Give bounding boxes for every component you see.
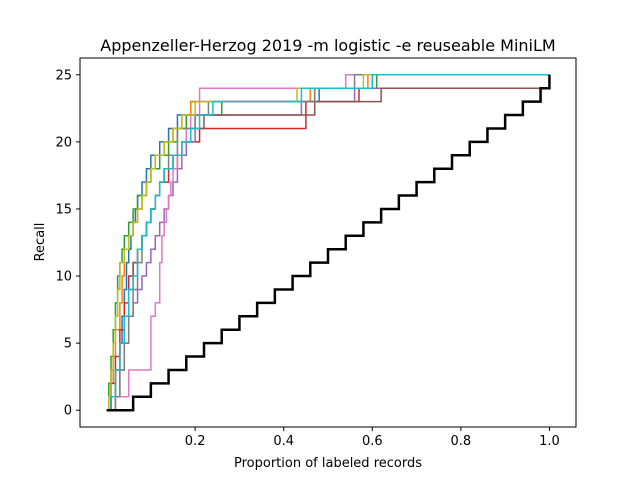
series-line-1 — [106, 74, 550, 411]
series-line-7 — [106, 74, 550, 411]
x-tick-label: 1.0 — [539, 434, 560, 449]
chart-title: Appenzeller-Herzog 2019 -m logistic -e r… — [100, 36, 555, 55]
x-tick-label: 0.6 — [362, 434, 383, 449]
x-axis-ticks: 0.2 0.4 0.6 0.8 1.0 — [185, 427, 560, 449]
y-tick-label: 0 — [64, 404, 72, 419]
x-tick-label: 0.8 — [451, 434, 472, 449]
series-line-3 — [106, 74, 550, 411]
y-axis-label: Recall — [33, 223, 48, 262]
series-line-6 — [106, 74, 551, 411]
series-line-10 — [106, 74, 550, 411]
y-tick-label: 20 — [55, 135, 72, 150]
y-tick-label: 25 — [55, 68, 72, 83]
y-tick-label: 5 — [64, 337, 72, 352]
series-line-9 — [106, 74, 550, 411]
y-tick-label: 15 — [55, 202, 72, 217]
random-baseline-line — [106, 74, 551, 412]
series-line-2 — [106, 74, 550, 411]
x-axis-label: Proportion of labeled records — [234, 456, 422, 471]
series-line-4 — [106, 74, 551, 411]
series-line-8 — [106, 74, 550, 411]
plot-area — [106, 74, 551, 412]
series-line-5 — [106, 74, 551, 411]
y-tick-label: 10 — [55, 270, 72, 285]
y-axis-ticks: 0 5 10 15 20 25 — [55, 68, 80, 419]
x-tick-label: 0.4 — [273, 434, 294, 449]
axes-frame — [79, 57, 577, 428]
x-tick-label: 0.2 — [185, 434, 206, 449]
